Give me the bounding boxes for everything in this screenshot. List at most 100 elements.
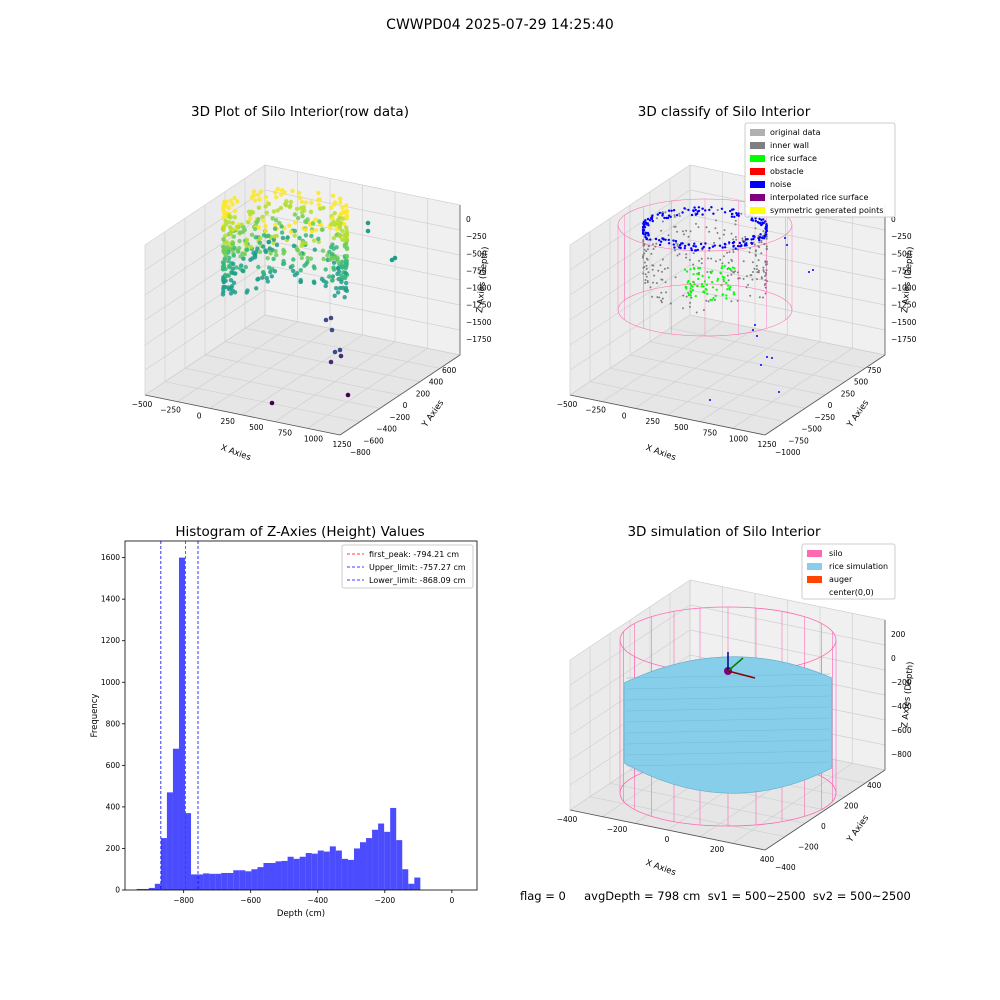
classify-inner-wall-point: [713, 299, 716, 301]
classify-noise-point: [738, 245, 742, 248]
classify-rice-surface-point: [696, 285, 699, 288]
classify-inner-wall-point: [751, 261, 754, 264]
histogram-bar: [172, 748, 179, 890]
classify-noise-point: [723, 246, 727, 249]
classify-inner-wall-point: [655, 217, 658, 220]
classify-rice-surface-point: [719, 271, 722, 274]
classify-points: [617, 198, 814, 401]
classify-rice-surface-point: [686, 270, 689, 273]
classify-noise-point: [646, 217, 650, 221]
raw-point: [228, 198, 233, 203]
raw-point: [299, 255, 304, 261]
classify-inner-wall-point: [669, 302, 672, 305]
raw-point: [337, 285, 343, 291]
classify-noise-point: [708, 208, 711, 212]
classify-inner-wall-point: [734, 236, 737, 238]
classify-inner-wall-point: [650, 252, 653, 255]
classify-rice-surface-point: [684, 268, 687, 271]
classify-inner-wall-point: [719, 258, 722, 261]
classify-z-tick-label: −750: [891, 266, 912, 275]
classify-inner-wall-point: [646, 248, 649, 251]
classify-noise-point: [673, 246, 676, 249]
raw-point: [329, 205, 334, 210]
raw-point: [330, 274, 336, 279]
classify-inner-wall-point: [643, 252, 646, 255]
classify-noise-point: [672, 209, 676, 212]
classify-noise-point: [683, 207, 686, 210]
classify-rice-surface-point: [689, 282, 692, 285]
classify-inner-wall-point: [678, 212, 681, 215]
classify-inner-wall-point: [646, 279, 649, 282]
classify-z-tick-label: 0: [891, 215, 896, 224]
classify-noise-point: [663, 216, 666, 220]
classify-inner-wall-point: [654, 245, 657, 248]
classify-inner-wall-point: [657, 269, 660, 272]
raw-point: [330, 216, 335, 221]
classify-noise-outlier: [778, 391, 780, 393]
raw-outlier-point: [345, 392, 351, 398]
raw-point: [295, 248, 301, 253]
histogram-bar: [160, 838, 167, 890]
classify-inner-wall-point: [756, 278, 758, 281]
classify-inner-wall-point: [689, 301, 692, 304]
classify-inner-wall-point: [734, 223, 737, 226]
raw-point: [338, 220, 343, 225]
classify-inner-wall-point: [730, 232, 733, 235]
classify-rice-surface-point: [697, 267, 700, 270]
classify-noise-point: [658, 239, 661, 242]
raw-point: [285, 235, 290, 240]
raw-point: [344, 280, 349, 286]
classify-noise-point: [681, 211, 684, 214]
raw-x-tick-label: 0: [197, 411, 202, 420]
classify-inner-wall-point: [646, 281, 649, 284]
classify-inner-wall-point: [642, 240, 645, 243]
classify-inner-wall-point: [737, 277, 740, 280]
raw-point: [295, 271, 300, 276]
raw-z-tick-label: −1750: [466, 335, 492, 344]
raw-point: [241, 225, 246, 230]
raw-point: [240, 251, 245, 256]
classify-inner-wall-point: [674, 249, 677, 252]
raw-point: [298, 251, 303, 257]
sim-rice-mesh-line: [625, 695, 831, 701]
panel-title-classify-3d: 3D classify of Silo Interior: [637, 104, 811, 120]
raw-point: [261, 270, 266, 275]
raw-point: [228, 226, 234, 231]
classify-noise-point: [678, 246, 681, 249]
classify-axis-line: [569, 394, 766, 436]
classify-noise-point: [701, 213, 704, 216]
sim-axis-line: [764, 769, 886, 851]
raw-point: [248, 216, 253, 221]
raw-point: [330, 278, 335, 283]
histogram-bar: [353, 848, 360, 890]
classify-inner-wall-point: [643, 243, 646, 246]
classify-inner-wall-point: [643, 248, 646, 251]
classify-inner-wall-point: [656, 296, 659, 299]
histogram-legend: first_peak: -794.21 cm Upper_limit: -757.…: [341, 544, 474, 589]
classify-inner-wall-point: [764, 279, 767, 282]
classify-noise-point: [647, 233, 650, 236]
raw-grid-line: [244, 327, 441, 369]
classify-noise-point: [683, 244, 687, 248]
classify-noise-outlier: [812, 269, 814, 271]
histogram-x-tick-label: −400: [307, 896, 328, 905]
classify-noise-point: [762, 237, 766, 240]
classify-noise-point: [664, 238, 667, 241]
raw-x-tick-label: 1000: [304, 434, 323, 443]
classify-inner-wall-point: [706, 271, 709, 273]
histogram-bar: [408, 883, 415, 890]
classify-noise-point: [737, 212, 740, 215]
raw-point: [336, 259, 341, 265]
histogram-bar: [305, 853, 312, 890]
classify-inner-wall-point: [676, 230, 679, 233]
classify-inner-wall-point: [692, 252, 695, 255]
classify-inner-wall-point: [702, 309, 705, 312]
raw-point: [254, 219, 259, 225]
classify-grid-line: [569, 164, 691, 246]
classify-rice-surface-point: [704, 288, 707, 291]
raw-outlier-point: [329, 327, 335, 333]
histogram-bar: [317, 850, 324, 890]
sim-x-axis-label: X Axies: [644, 858, 677, 878]
raw-point: [232, 215, 237, 220]
classify-inner-wall-point: [687, 235, 690, 238]
